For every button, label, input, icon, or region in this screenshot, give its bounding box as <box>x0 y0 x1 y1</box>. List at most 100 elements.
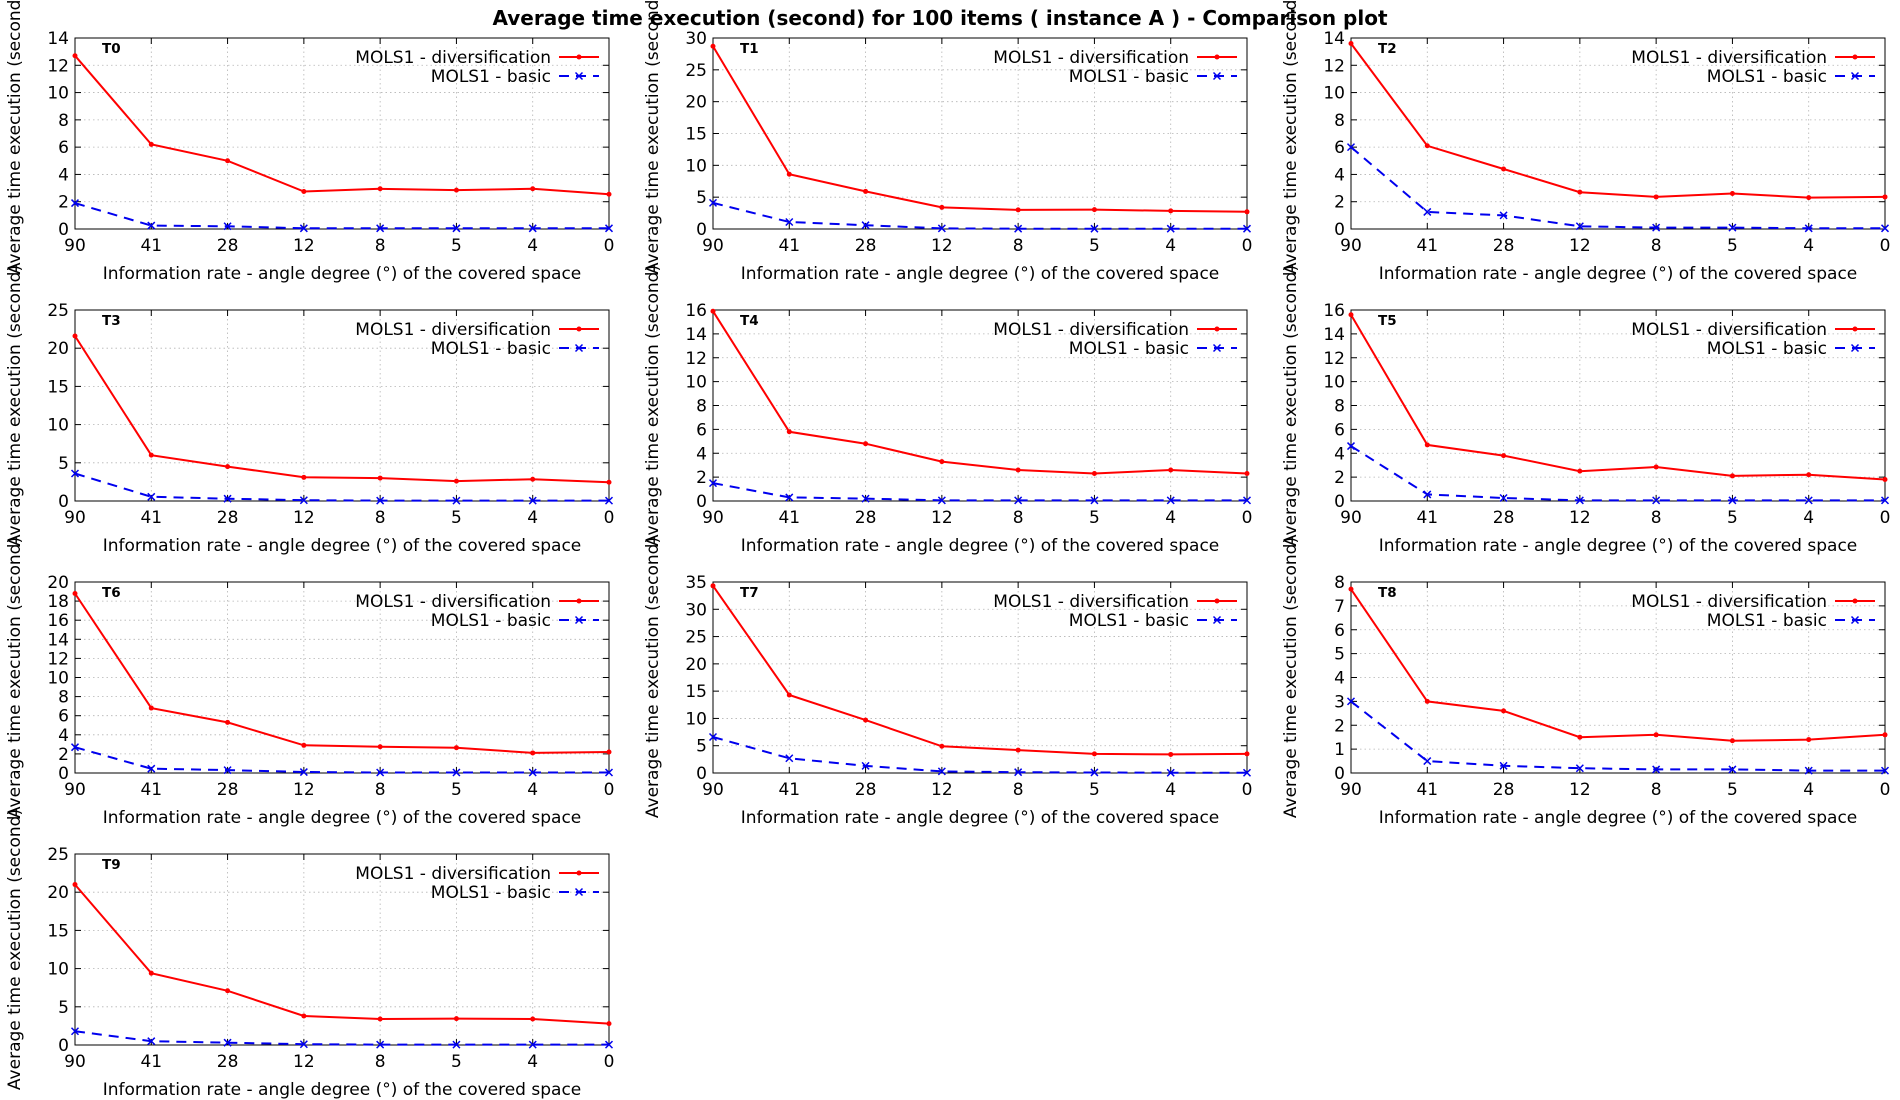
panel-label: T5 <box>1378 313 1397 329</box>
panel-label: T7 <box>740 585 759 601</box>
x-tick-label: 0 <box>1880 508 1891 528</box>
data-point-diversification <box>1806 737 1812 743</box>
data-point-diversification <box>1091 471 1097 477</box>
x-axis-label: Information rate - angle degree (°) of t… <box>1379 264 1858 284</box>
panel-label: T0 <box>102 41 121 57</box>
series-basic-line <box>74 746 609 774</box>
y-tick-label: 8 <box>696 397 707 417</box>
data-point-diversification <box>1806 195 1812 201</box>
x-tick-label: 28 <box>855 236 877 256</box>
data-point-basic <box>1166 224 1175 233</box>
data-point-diversification <box>863 717 869 723</box>
data-point-diversification <box>939 459 945 465</box>
data-point-diversification <box>453 1016 459 1022</box>
x-tick-label: 5 <box>1089 236 1100 256</box>
legend-label-basic: MOLS1 - basic <box>1707 67 1827 87</box>
x-tick-label: 12 <box>1569 780 1591 800</box>
data-point-basic <box>223 766 232 775</box>
data-point-basic <box>1090 496 1099 505</box>
data-point-basic <box>70 1027 80 1036</box>
data-point-diversification <box>377 186 383 192</box>
data-point-diversification <box>1653 732 1659 738</box>
y-tick-label: 2 <box>58 193 69 213</box>
x-tick-label: 4 <box>527 780 538 800</box>
legend-label-diversification: MOLS1 - diversification <box>993 320 1189 340</box>
y-tick-label: 8 <box>58 111 69 131</box>
data-point-basic <box>1346 442 1356 451</box>
x-tick-label: 28 <box>217 236 239 256</box>
data-point-basic <box>1499 493 1508 503</box>
legend-marker-diversification <box>576 54 582 60</box>
x-tick-label: 0 <box>604 780 615 800</box>
x-tick-label: 8 <box>375 780 386 800</box>
data-point-basic <box>1652 765 1661 774</box>
y-tick-label: 6 <box>1334 621 1345 641</box>
series-diversification-line <box>1350 42 1886 199</box>
y-tick-label: 5 <box>1334 645 1345 665</box>
x-tick-label: 90 <box>702 780 724 800</box>
x-tick-label: 41 <box>778 508 800 528</box>
data-point-basic <box>452 1040 461 1049</box>
data-point-basic <box>1804 766 1813 775</box>
y-tick-label: 25 <box>47 845 69 865</box>
data-point-basic <box>604 768 614 777</box>
y-tick-label: 14 <box>1323 29 1345 49</box>
panel-t3: 0 5 10 15 20 25 90 41 28 12 8 5 4 0 Information rate -… <box>5 265 614 556</box>
x-tick-label: 90 <box>64 508 86 528</box>
y-axis-label: Average time execution (second) <box>1281 537 1301 818</box>
x-tick-label: 5 <box>1089 508 1100 528</box>
y-axis-label: Average time execution (second) <box>643 265 663 546</box>
panel-t9: 0 5 10 15 20 25 90 41 28 12 8 5 4 0 Information rate -… <box>5 809 614 1100</box>
data-point-diversification <box>1729 473 1735 479</box>
x-tick-label: 8 <box>1013 508 1024 528</box>
series-diversification-line <box>74 55 610 196</box>
data-point-diversification <box>1882 732 1888 738</box>
data-point-diversification <box>1348 40 1354 46</box>
data-point-diversification <box>710 583 716 589</box>
y-tick-label: 12 <box>47 56 69 76</box>
x-tick-label: 5 <box>1089 780 1100 800</box>
data-point-diversification <box>606 1021 612 1027</box>
data-point-diversification <box>1424 143 1430 149</box>
data-point-basic <box>1575 764 1584 773</box>
x-tick-label: 90 <box>1340 780 1362 800</box>
panel-t4: 0 2 4 6 8 10 12 14 16 90 41 28 12 8 5 4 0 Information rat… <box>643 265 1252 556</box>
data-point-diversification <box>72 882 78 888</box>
data-point-basic <box>785 493 794 502</box>
data-point-basic <box>1804 496 1813 505</box>
y-tick-label: 1 <box>1334 740 1345 760</box>
data-point-basic <box>1423 490 1432 499</box>
data-point-diversification <box>225 988 231 994</box>
series-basic-line <box>712 482 1247 502</box>
x-tick-label: 12 <box>293 508 315 528</box>
y-tick-label: 14 <box>1323 325 1345 345</box>
x-tick-label: 12 <box>293 1052 315 1072</box>
x-tick-label: 12 <box>1569 508 1591 528</box>
panel-t1: 0 5 10 15 20 25 30 90 41 28 12 8 5 4 0 Information rate… <box>643 0 1252 284</box>
legend-label-basic: MOLS1 - basic <box>1707 611 1827 631</box>
y-tick-label: 16 <box>685 301 707 321</box>
data-point-basic <box>708 198 718 207</box>
x-tick-label: 41 <box>778 236 800 256</box>
plot-frame <box>74 37 610 230</box>
panel-label: T8 <box>1378 585 1397 601</box>
y-tick-label: 14 <box>47 29 69 49</box>
data-point-diversification <box>1015 467 1021 473</box>
x-tick-label: 5 <box>451 508 462 528</box>
data-point-diversification <box>939 743 945 749</box>
y-tick-label: 16 <box>1323 301 1345 321</box>
data-point-diversification <box>148 970 154 976</box>
y-tick-label: 18 <box>47 592 69 612</box>
x-tick-label: 8 <box>1651 508 1662 528</box>
y-tick-label: 15 <box>685 682 707 702</box>
series-diversification-line <box>74 335 610 484</box>
x-tick-label: 28 <box>1493 508 1515 528</box>
x-tick-label: 41 <box>140 236 162 256</box>
data-point-diversification <box>225 719 231 725</box>
data-point-diversification <box>1015 747 1021 753</box>
y-tick-label: 10 <box>685 709 707 729</box>
series-diversification-line <box>712 310 1248 475</box>
data-point-basic <box>147 1037 156 1046</box>
data-point-diversification <box>863 188 869 194</box>
y-axis-label: Average time execution (second) <box>643 0 663 274</box>
